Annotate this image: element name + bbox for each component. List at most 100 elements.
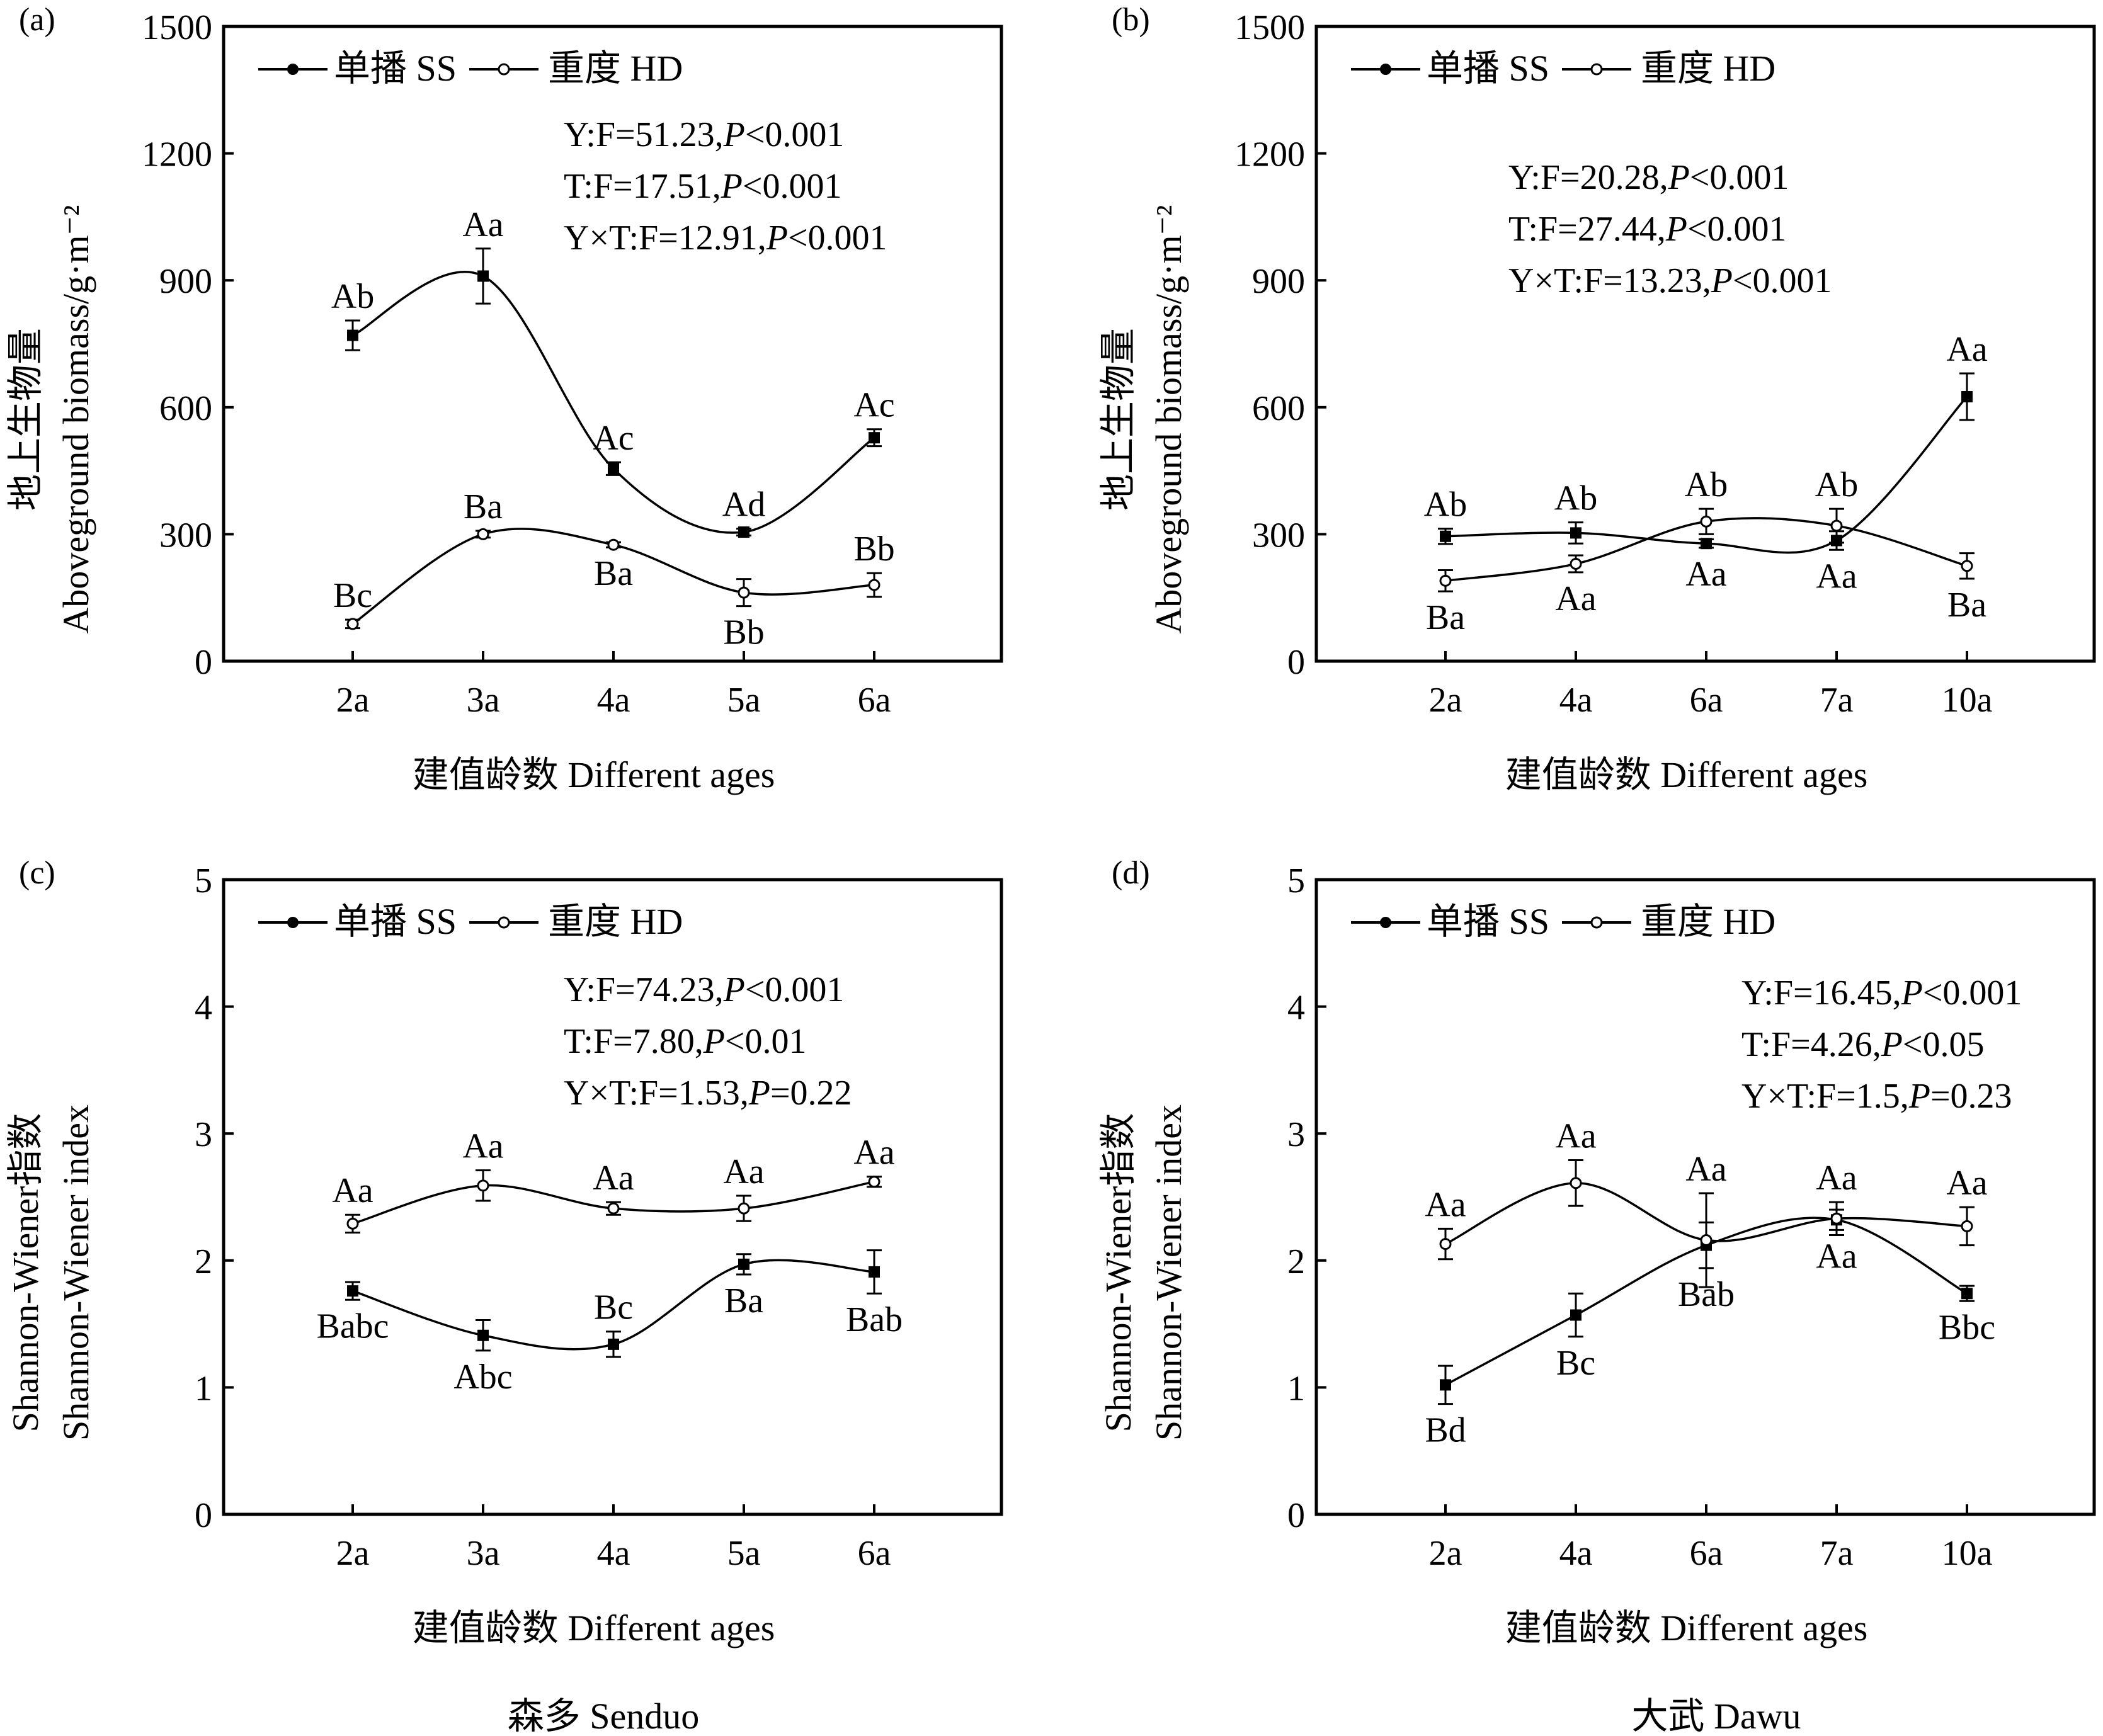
data-label: Aa [593,1159,634,1198]
y-tick-label: 2 [195,1242,212,1281]
data-point [1439,1238,1452,1251]
series-hd: Bc Ba Ba Bb Bb [333,487,895,652]
y-axis-label-cn: Shannon-Wiener指数 [5,1113,46,1432]
series-hd: Aa Aa Aa Aa Aa [332,1127,895,1234]
legend-marker-hd [498,63,510,76]
x-tick-label: 2a [1429,681,1462,720]
y-tick-label: 5 [1287,861,1305,900]
legend-marker-hd [1590,916,1603,929]
data-label: Aa [462,1127,503,1166]
data-label: Bbc [1939,1308,1995,1347]
y-tick-label: 900 [1252,262,1305,301]
data-point [1570,557,1582,570]
stats-line: Y:F=20.28,P<0.001 [1508,158,1789,197]
y-tick-label: 300 [159,516,212,555]
data-point [1961,560,1973,572]
data-label: Aa [1946,330,1987,369]
data-point [738,586,750,599]
data-point [347,329,358,341]
data-label: Bc [333,576,372,615]
y-tick-label: 0 [195,1496,212,1535]
stats-line: Y:F=51.23,P<0.001 [564,115,844,154]
legend-label-hd: 重度 HD [1641,48,1775,89]
data-point [477,1179,489,1192]
data-point [347,1285,358,1297]
data-point [477,528,489,540]
y-tick-label: 3 [195,1115,212,1154]
data-label: Aa [1816,557,1857,596]
y-axis-label-en: Shannon-Wiener index [1148,1104,1189,1441]
legend-marker-ss [287,917,299,928]
legend: 单播 SS 重度 HD [1351,901,1775,942]
chart-panel-b: (b) 0 300 600 900 1200 1500 2a 4a 6a 7a 10a 建值龄数 Dif… [1098,2,2096,795]
x-tick-label: 6a [1690,681,1723,720]
bottom-label-left: 森多 Senduo [508,1696,700,1736]
stats-line: Y×T:F=13.23,P<0.001 [1508,261,1832,300]
y-tick-label: 600 [159,389,212,428]
data-label: Aa [1946,1164,1987,1203]
y-tick-label: 0 [195,643,212,682]
data-label: Aa [723,1152,764,1191]
y-tick-label: 0 [1287,1496,1305,1535]
data-point [477,1329,489,1341]
data-label: Aa [1685,555,1726,594]
data-label: Bb [853,530,894,569]
legend: 单播 SS 重度 HD [258,901,683,942]
legend: 单播 SS 重度 HD [258,48,683,89]
bottom-label-right: 大武 Dawu [1631,1696,1801,1736]
data-point [1961,1220,1973,1232]
data-label: Aa [1816,1237,1857,1276]
y-tick-label: 600 [1252,389,1305,428]
x-tick-label: 5a [727,1534,761,1573]
x-tick-label: 2a [336,1534,370,1573]
y-axis-label-cn: Shannon-Wiener指数 [1098,1113,1139,1432]
data-point [1700,515,1713,528]
data-label: Ab [1554,479,1597,518]
y-tick-label: 4 [1287,989,1305,1028]
data-point [1830,519,1843,532]
x-tick-label: 3a [467,681,500,720]
series-ss: Babc Abc Bc Ba Bab [316,1249,903,1397]
x-tick-label: 4a [597,681,630,720]
chart-panel-d: (d) 0 1 2 3 4 5 2a 4a 6a 7a 10a 建值龄数 Different ages S… [1098,855,2096,1648]
x-tick-label: 3a [467,1534,500,1573]
data-label: Aa [462,205,503,244]
data-label: Aa [1816,1159,1857,1198]
data-point [1440,1379,1451,1391]
data-label: Ba [464,487,503,526]
stats-line: Y:F=74.23,P<0.001 [564,970,844,1009]
legend-label-hd: 重度 HD [548,48,683,89]
x-tick-label: 6a [858,681,891,720]
y-tick-label: 4 [195,989,212,1028]
data-label: Ba [594,554,633,593]
data-point [869,432,880,444]
data-point [738,1258,749,1270]
legend-marker-hd [498,916,510,929]
x-tick-label: 7a [1820,1534,1854,1573]
data-label: Ad [722,485,765,525]
legend-label-ss: 单播 SS [1427,901,1549,942]
x-tick-label: 4a [1559,681,1593,720]
series-hd: Ba Aa Ab Ab Ba [1426,465,1986,637]
legend-marker-hd [1590,63,1603,76]
data-point [607,538,620,551]
data-point [1701,538,1712,550]
data-point [1700,1234,1713,1247]
data-label: Ac [593,419,634,458]
y-tick-label: 1 [1287,1369,1305,1408]
data-point [1961,1288,1973,1300]
data-point [346,1217,359,1230]
x-tick-label: 6a [858,1534,891,1573]
data-label: Ac [853,386,894,425]
chart-panel-a: (a) 0 300 600 900 1200 1500 2a 3a 4a 5a 6a 建值龄数 Diff… [5,2,1003,795]
data-point [1570,1177,1582,1189]
data-label: Aa [1555,579,1596,618]
data-point [346,618,359,630]
y-tick-label: 300 [1252,516,1305,555]
series-ss: Ab Aa Ac Ad Ac [331,205,895,538]
data-label: Aa [1685,1150,1726,1189]
x-tick-label: 4a [1559,1534,1593,1573]
y-axis-label-cn: 地上生物量 [5,328,46,511]
data-label: Abc [453,1358,512,1397]
